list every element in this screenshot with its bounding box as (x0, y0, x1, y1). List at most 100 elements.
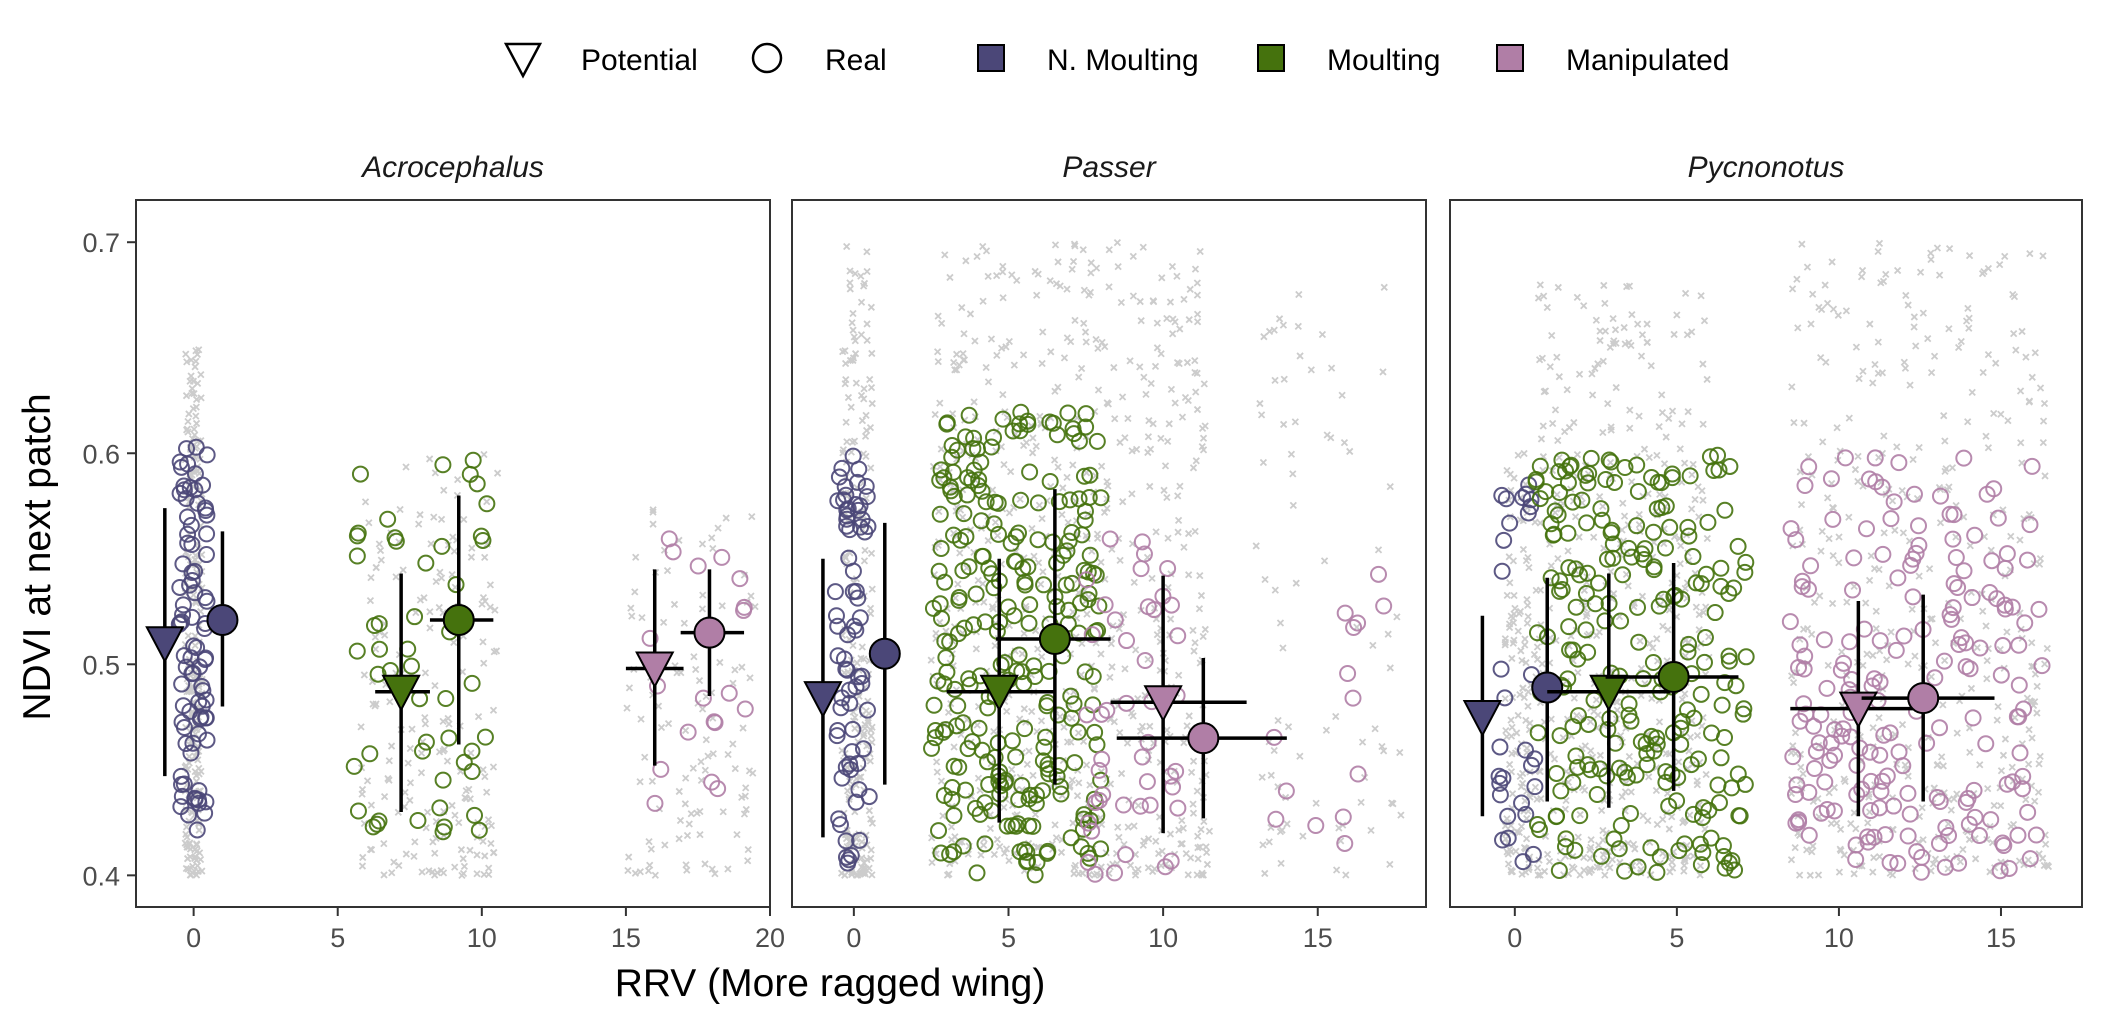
background-point (195, 346, 203, 354)
background-point (1183, 358, 1192, 367)
observation-point (689, 557, 707, 575)
background-point (844, 393, 853, 402)
background-point (2009, 820, 2018, 829)
background-point (408, 725, 416, 733)
observation-point (1162, 852, 1180, 870)
background-point (1875, 852, 1884, 861)
background-point (1038, 653, 1046, 661)
background-point (392, 573, 400, 581)
observation-point (1066, 754, 1084, 772)
observation-point (931, 471, 949, 489)
observation-point (1339, 665, 1357, 683)
observation-point (172, 458, 190, 476)
background-point (1059, 484, 1067, 492)
background-point (2026, 250, 2034, 258)
background-point (406, 796, 414, 804)
observation-point (1059, 404, 1077, 422)
background-point (1531, 518, 1539, 526)
background-point (1105, 246, 1113, 254)
background-point (702, 736, 710, 744)
background-point (1533, 795, 1541, 803)
background-point (1332, 712, 1340, 721)
background-point (1169, 330, 1177, 338)
background-point (1194, 832, 1202, 840)
background-point (934, 358, 942, 366)
observation-point (948, 717, 966, 735)
background-point (182, 823, 191, 831)
observation-point (829, 647, 847, 665)
observation-point (934, 723, 952, 741)
background-point (1537, 435, 1546, 443)
background-point (1129, 292, 1138, 300)
background-point (1968, 388, 1976, 397)
background-point (1193, 279, 1201, 287)
background-point (372, 563, 380, 572)
observation-point (1039, 842, 1057, 860)
background-point (649, 520, 657, 528)
background-point (182, 761, 190, 770)
observation-point (830, 468, 848, 486)
background-point (1142, 390, 1150, 399)
background-point (1814, 871, 1823, 879)
background-point (1161, 462, 1170, 470)
background-point (1574, 669, 1582, 677)
observation-point (1050, 493, 1068, 511)
background-point (1638, 331, 1647, 339)
background-point (1698, 487, 1706, 495)
background-point (367, 801, 376, 809)
background-point (192, 419, 201, 428)
background-point (1959, 845, 1967, 854)
background-point (1189, 809, 1198, 817)
background-point (1508, 723, 1516, 732)
background-point (2041, 660, 2049, 668)
background-point (1836, 825, 1845, 834)
background-point (1003, 707, 1011, 716)
background-point (1845, 414, 1853, 422)
background-point (1854, 452, 1862, 461)
background-point (1551, 406, 1560, 414)
background-point (190, 425, 198, 433)
background-point (1825, 534, 1833, 543)
background-point (993, 271, 1001, 280)
background-point (683, 831, 692, 840)
background-point (386, 698, 394, 706)
background-point (962, 257, 970, 265)
background-point (1900, 358, 1908, 366)
background-point (1835, 559, 1843, 567)
background-point (1169, 315, 1177, 323)
background-point (1265, 838, 1273, 846)
background-point (739, 724, 747, 732)
background-point (1320, 557, 1329, 565)
background-point (746, 674, 754, 682)
observation-point (371, 640, 389, 658)
observation-point (1118, 632, 1136, 650)
background-point (1643, 320, 1651, 328)
observation-point (970, 471, 988, 489)
background-point (1176, 482, 1184, 490)
background-point (410, 852, 418, 860)
background-point (421, 669, 430, 677)
background-point (1103, 399, 1111, 407)
background-point (1689, 460, 1697, 468)
observation-point (837, 832, 855, 850)
background-point (1593, 863, 1601, 871)
background-point (1193, 318, 1202, 326)
background-point (1174, 492, 1182, 500)
background-point (1587, 836, 1595, 844)
background-point (1016, 495, 1024, 503)
background-point (1599, 851, 1607, 859)
observation-point (440, 729, 458, 747)
background-point (427, 540, 435, 548)
background-point (466, 795, 474, 803)
background-point (967, 792, 976, 800)
background-point (1864, 819, 1872, 827)
background-point (863, 336, 871, 345)
observation-point (930, 822, 948, 840)
background-point (1051, 821, 1059, 829)
observation-point (945, 843, 963, 861)
background-point (1628, 310, 1636, 319)
observation-point (1083, 822, 1101, 840)
background-point (197, 371, 205, 379)
observation-point (994, 410, 1012, 428)
